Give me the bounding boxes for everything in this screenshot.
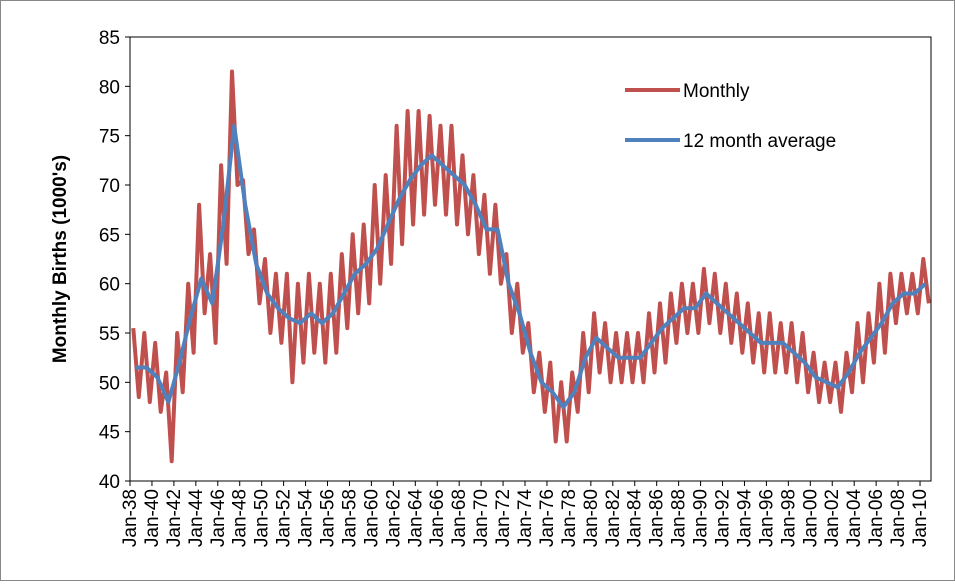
x-tick-label: Jan-48 (230, 489, 251, 547)
y-tick-label: 60 (99, 275, 120, 296)
x-tick-label: Jan-74 (515, 489, 536, 548)
x-tick-label: Jan-38 (120, 489, 141, 547)
x-tick-label: Jan-52 (274, 489, 295, 547)
x-tick-label: Jan-82 (603, 489, 624, 547)
x-tick-label: Jan-84 (625, 489, 646, 548)
y-tick-label: 45 (99, 423, 120, 444)
x-tick-label: Jan-68 (449, 489, 470, 547)
y-tick-label: 80 (99, 77, 120, 98)
x-tick-label: Jan-44 (186, 489, 207, 548)
y-tick-label: 75 (99, 127, 120, 148)
x-tick-label: Jan-70 (471, 489, 492, 547)
x-tick-label: Jan-78 (559, 489, 580, 547)
x-tick-label: Jan-62 (383, 489, 404, 547)
series-line (135, 123, 927, 409)
y-tick-label: 40 (99, 472, 120, 493)
x-tick-label: Jan-58 (339, 489, 360, 547)
x-tick-label: Jan-92 (713, 489, 734, 547)
x-tick-label: Jan-94 (734, 489, 755, 548)
x-tick-label: Jan-66 (427, 489, 448, 547)
y-tick-label: 85 (99, 28, 120, 49)
y-tick-label: 55 (99, 324, 120, 345)
x-tick-label: Jan-56 (318, 489, 339, 547)
x-tick-label: Jan-02 (822, 489, 843, 547)
x-tick-label: Jan-50 (252, 489, 273, 547)
x-tick-label: Jan-04 (844, 489, 865, 548)
x-tick-label: Jan-00 (800, 489, 821, 547)
x-tick-label: Jan-80 (581, 489, 602, 547)
x-tick-label: Jan-76 (537, 489, 558, 547)
x-tick-label: Jan-64 (405, 489, 426, 548)
y-axis-label: Monthly Births (1000's) (50, 155, 71, 363)
x-tick-label: Jan-42 (164, 489, 185, 547)
x-tick-label: Jan-72 (493, 489, 514, 547)
x-tick-label: Jan-86 (647, 489, 668, 547)
y-tick-label: 50 (99, 373, 120, 394)
legend-label: 12 month average (683, 131, 836, 152)
plot-area (129, 36, 932, 482)
x-tick-label: Jan-60 (361, 489, 382, 547)
x-tick-label: Jan-06 (866, 489, 887, 547)
x-tick-label: Jan-10 (910, 489, 931, 547)
legend-label: Monthly (683, 81, 750, 102)
y-tick-label: 65 (99, 225, 120, 246)
x-tick-label: Jan-46 (208, 489, 229, 547)
x-tick-label: Jan-96 (756, 489, 777, 547)
x-tick-label: Jan-54 (296, 489, 317, 548)
y-tick-label: 70 (99, 176, 120, 197)
x-tick-label: Jan-08 (888, 489, 909, 547)
x-tick-label: Jan-90 (691, 489, 712, 547)
x-tick-label: Jan-98 (778, 489, 799, 547)
x-tick-label: Jan-40 (142, 489, 163, 547)
x-tick-label: Jan-88 (669, 489, 690, 547)
